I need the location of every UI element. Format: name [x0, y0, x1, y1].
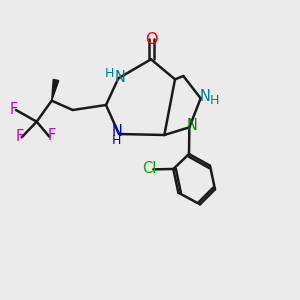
Text: O: O	[145, 32, 157, 47]
Text: N: N	[115, 70, 126, 85]
Text: H: H	[210, 94, 219, 107]
Text: F: F	[47, 128, 56, 143]
Text: N: N	[187, 118, 198, 133]
Polygon shape	[52, 80, 59, 101]
Text: H: H	[105, 67, 114, 80]
Text: F: F	[16, 129, 24, 144]
Text: Cl: Cl	[142, 161, 157, 176]
Text: H: H	[111, 134, 121, 148]
Text: N: N	[112, 124, 122, 140]
Text: F: F	[10, 101, 18, 116]
Text: N: N	[199, 89, 210, 104]
